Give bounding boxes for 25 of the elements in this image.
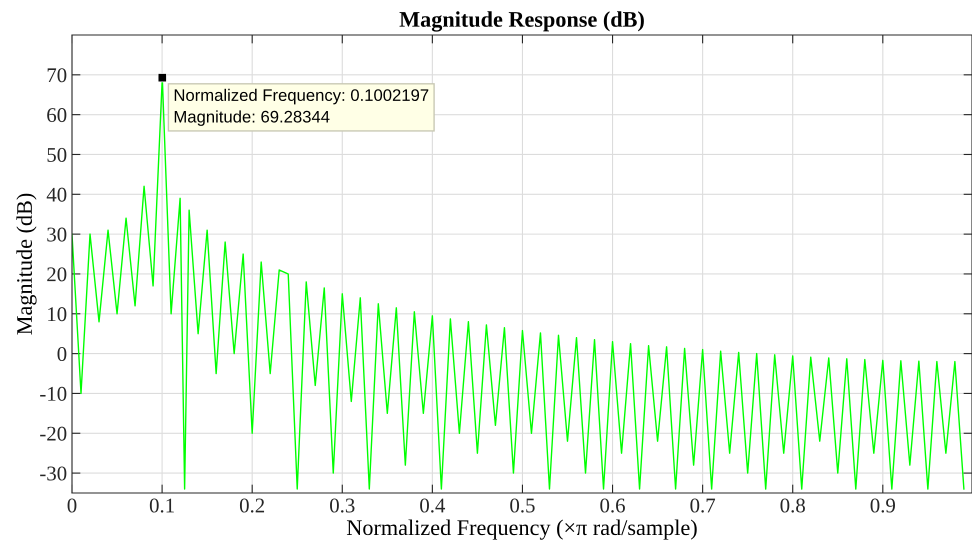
- chart-title: Magnitude Response (dB): [400, 11, 644, 32]
- y-tick-label: 60: [47, 108, 66, 122]
- y-tick-label: 30: [47, 228, 66, 242]
- x-tick-label: 0.1: [150, 498, 174, 513]
- x-tick-label: 0: [68, 498, 76, 513]
- y-tick-label: 0: [58, 346, 66, 362]
- annotation: Normalized Frequency: 0.1002197 Magnitude: 69.28344: [174, 88, 428, 126]
- y-axis-title: Magnitude (dB): [16, 194, 37, 335]
- y-tick-label: -10: [40, 386, 66, 401]
- x-tick-label: 0.6: [600, 498, 625, 513]
- x-axis-title: Normalized Frequency (×π rad/sample): [346, 520, 697, 540]
- y-tick-label: 70: [48, 68, 66, 82]
- x-tick-label: 0.7: [690, 498, 716, 513]
- x-tick-label: 0.4: [420, 498, 446, 513]
- x-tick-label: 0.8: [780, 498, 805, 513]
- y-tick-label: 40: [46, 188, 66, 202]
- y-tick-label: 20: [47, 267, 66, 282]
- y-tick-label: 50: [48, 148, 66, 162]
- y-tick-label: 10: [48, 307, 66, 322]
- x-tick-label: 0.9: [870, 498, 895, 513]
- x-tick-label: 0.3: [330, 498, 354, 513]
- x-tick-label: 0.5: [510, 498, 535, 513]
- y-tick-label: -30: [40, 466, 66, 481]
- x-tick-label: 0.2: [240, 498, 264, 513]
- y-tick-label: -20: [40, 426, 66, 441]
